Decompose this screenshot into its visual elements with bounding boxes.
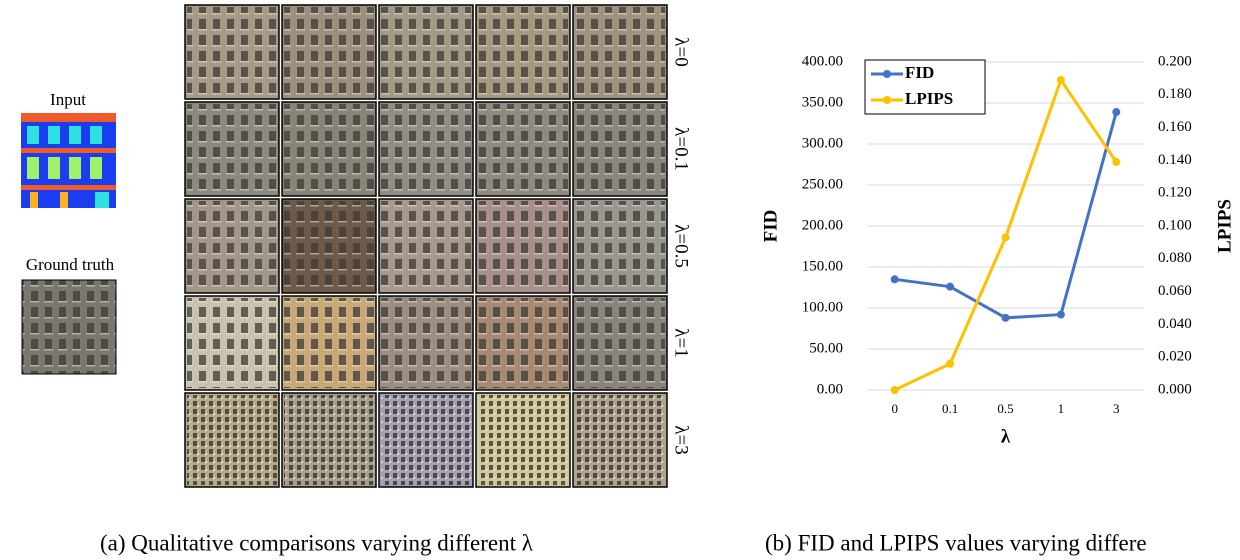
data-point	[891, 386, 899, 394]
thumbnail-texture	[478, 395, 568, 485]
y2-tick-label: 0.160	[1158, 119, 1192, 135]
row-label: λ=3	[671, 425, 692, 454]
data-point	[891, 275, 899, 283]
y-tick-label: 250.00	[802, 176, 843, 192]
y2-tick-label: 0.040	[1158, 316, 1192, 332]
data-point	[1112, 158, 1120, 166]
thumbnail-texture	[478, 201, 568, 291]
thumbnail-texture	[284, 201, 374, 291]
thumbnail-texture	[284, 395, 374, 485]
y2-tick-label: 0.200	[1158, 53, 1192, 69]
thumbnail-texture	[284, 7, 374, 97]
x-tick-label: 0	[891, 401, 898, 416]
y2-axis-label: LPIPS	[1214, 199, 1235, 253]
figure: Input Ground truth λ=0 λ=0.1 λ=0.5 λ=1 λ=3 (…	[0, 0, 1240, 560]
thumbnail-texture	[284, 104, 374, 194]
thumbnail-texture	[381, 298, 471, 388]
data-point	[1002, 314, 1010, 322]
y2-tick-label: 0.180	[1158, 86, 1192, 102]
data-point	[1057, 311, 1065, 319]
legend-marker	[883, 70, 891, 78]
row-label: λ=0	[671, 37, 692, 66]
chart: 0.00 50.00 100.00 150.00 200.00 250.00 300.00 3…	[760, 53, 1235, 447]
data-point	[1057, 76, 1065, 84]
legend-marker	[883, 96, 891, 104]
y-tick-label: 400.00	[802, 53, 843, 69]
x-tick-label: 0.1	[942, 401, 958, 416]
thumbnail-texture	[575, 395, 665, 485]
panel-a: Input Ground truth λ=0 λ=0.1 λ=0.5 λ=1 λ=3 (…	[21, 5, 692, 555]
y-tick-label: 100.00	[802, 299, 843, 315]
y2-tick-label: 0.100	[1158, 217, 1192, 233]
x-tick-label: 3	[1113, 401, 1120, 416]
y-tick-label: 0.00	[817, 381, 843, 397]
y2-tick-label: 0.020	[1158, 349, 1192, 365]
data-point	[1002, 233, 1010, 241]
legend-label: LPIPS	[905, 89, 953, 108]
y-tick-label: 50.00	[809, 340, 843, 356]
y2-tick-label: 0.120	[1158, 185, 1192, 201]
y2-tick-label: 0.140	[1158, 152, 1192, 168]
thumbnail-texture	[381, 395, 471, 485]
thumbnail-texture	[284, 298, 374, 388]
ground-truth-image	[22, 280, 116, 374]
caption-b: (b) FID and LPIPS values varying differe	[765, 530, 1147, 555]
legend-label: FID	[905, 63, 934, 82]
x-axis-label: λ	[1001, 426, 1011, 447]
thumbnail-texture	[575, 298, 665, 388]
thumbnail-texture	[381, 201, 471, 291]
ground-truth-label: Ground truth	[26, 255, 115, 274]
y-tick-label: 350.00	[802, 94, 843, 110]
thumbnail-texture	[478, 298, 568, 388]
page: {"panel_a": {"input_label": "Input", "gr…	[0, 0, 1240, 560]
thumbnail-texture	[575, 201, 665, 291]
thumbnail-texture	[187, 298, 277, 388]
data-point	[1112, 108, 1120, 116]
caption-a: (a) Qualitative comparisons varying diff…	[100, 530, 534, 555]
y-tick-label: 150.00	[802, 258, 843, 274]
series-line	[895, 112, 1117, 318]
thumbnail-texture	[381, 7, 471, 97]
y-axis-label: FID	[760, 210, 781, 243]
row-label: λ=0.5	[671, 224, 692, 268]
y2-tick-label: 0.060	[1158, 283, 1192, 299]
thumbnail-texture	[575, 7, 665, 97]
thumbnail-texture	[187, 201, 277, 291]
thumbnail-texture	[187, 7, 277, 97]
thumbnail-grid: λ=0 λ=0.1 λ=0.5 λ=1 λ=3	[185, 5, 692, 487]
row-label: λ=0.1	[671, 127, 692, 171]
y-tick-label: 200.00	[802, 217, 843, 233]
thumbnail-texture	[478, 104, 568, 194]
y-tick-label: 300.00	[802, 135, 843, 151]
row-label: λ=1	[671, 328, 692, 357]
data-point	[946, 360, 954, 368]
x-tick-label: 1	[1058, 401, 1065, 416]
y2-tick-label: 0.000	[1158, 381, 1192, 397]
thumbnail-texture	[381, 104, 471, 194]
y2-tick-label: 0.080	[1158, 250, 1192, 266]
thumbnail-texture	[478, 7, 568, 97]
x-tick-label: 0.5	[997, 401, 1013, 416]
input-image	[21, 113, 116, 208]
data-point	[946, 283, 954, 291]
thumbnail-texture	[575, 104, 665, 194]
thumbnail-texture	[187, 395, 277, 485]
input-label: Input	[50, 90, 86, 109]
thumbnail-texture	[187, 104, 277, 194]
